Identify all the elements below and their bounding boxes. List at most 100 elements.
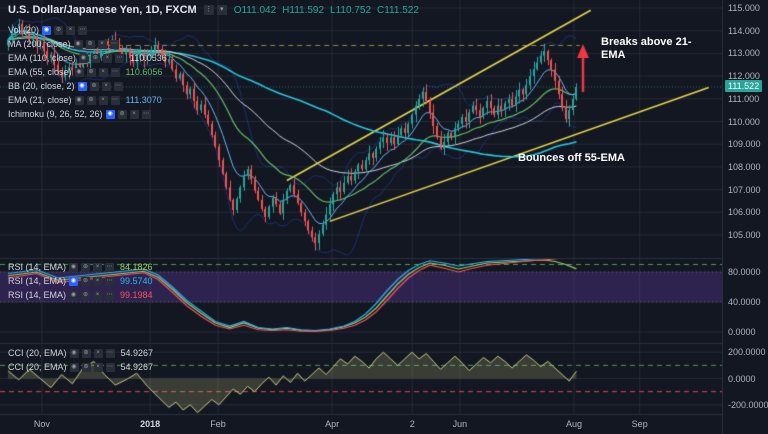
close-icon[interactable]: × bbox=[97, 39, 107, 49]
last-price-badge: 111.522 bbox=[725, 79, 763, 92]
gear-icon[interactable]: ⊛ bbox=[81, 348, 91, 358]
axis-tick-label: -200.0000 bbox=[728, 399, 768, 410]
gear-icon[interactable]: ⊛ bbox=[54, 25, 64, 35]
eye-icon[interactable]: ◉ bbox=[74, 95, 84, 105]
eye-icon[interactable]: ◉ bbox=[69, 276, 79, 286]
axis-tick-label: 109.000 bbox=[728, 139, 761, 150]
symbol-title[interactable]: U.S. Dollar/Japanese Yen, 1D, FXCM bbox=[8, 4, 197, 16]
legend-row: CCI (20, EMA) ◉ ⊛ × ⋯ 54.9267 bbox=[8, 361, 153, 373]
close-icon[interactable]: × bbox=[93, 290, 103, 300]
eye-icon[interactable]: ◉ bbox=[77, 81, 87, 91]
indicator-label[interactable]: MA (200, close) bbox=[8, 39, 71, 49]
time-tick-label: Aug bbox=[565, 419, 582, 429]
gear-icon[interactable]: ⊛ bbox=[81, 262, 91, 272]
more-icon[interactable]: ⋯ bbox=[78, 25, 88, 35]
close-icon[interactable]: × bbox=[101, 81, 111, 91]
axis-tick-label: 0.0000 bbox=[728, 327, 756, 337]
ohlc-o: O111.042 bbox=[233, 4, 277, 16]
gear-icon[interactable]: ⊛ bbox=[117, 109, 127, 119]
indicator-label[interactable]: Vol (20) bbox=[8, 25, 40, 35]
close-icon[interactable]: × bbox=[93, 362, 103, 372]
indicator-label[interactable]: BB (20, close, 2) bbox=[8, 81, 75, 91]
indicator-value: 111.3070 bbox=[125, 95, 162, 105]
time-tick-label: Feb bbox=[210, 419, 226, 429]
eye-icon[interactable]: ◉ bbox=[69, 262, 79, 272]
close-icon[interactable]: × bbox=[98, 67, 108, 77]
more-icon[interactable]: ⋯ bbox=[110, 67, 120, 77]
gear-icon[interactable]: ⊛ bbox=[89, 81, 99, 91]
close-icon[interactable]: × bbox=[102, 53, 112, 63]
ohlc-l: L110.752 bbox=[330, 4, 372, 16]
time-tick-label: 2 bbox=[409, 419, 415, 429]
close-icon[interactable]: × bbox=[93, 348, 103, 358]
indicator-value: 110.0536 bbox=[129, 53, 167, 63]
close-icon[interactable]: × bbox=[93, 276, 103, 286]
indicator-label[interactable]: RSI (14, EMA) bbox=[8, 276, 67, 286]
indicator-label[interactable]: CCI (20, EMA) bbox=[8, 362, 67, 372]
ohlc-h: H111.592 bbox=[282, 4, 325, 16]
close-icon[interactable]: × bbox=[129, 109, 139, 119]
gear-icon[interactable]: ⊛ bbox=[90, 53, 100, 63]
more-icon[interactable]: ⋯ bbox=[110, 95, 120, 105]
close-icon[interactable]: × bbox=[98, 95, 108, 105]
options-icon[interactable]: ⋮ bbox=[203, 5, 214, 15]
legend-row: Ichimoku (9, 26, 52, 26) ◉ ⊛ × ⋯ bbox=[8, 108, 167, 120]
gear-icon[interactable]: ⊛ bbox=[85, 39, 95, 49]
indicator-label[interactable]: RSI (14, EMA) bbox=[8, 262, 67, 272]
time-tick-label: Nov bbox=[33, 419, 50, 429]
eye-icon[interactable]: ◉ bbox=[74, 67, 84, 77]
axis-tick-label: 110.000 bbox=[728, 116, 760, 127]
eye-icon[interactable]: ◉ bbox=[69, 290, 79, 300]
indicator-label[interactable]: EMA (110, close) bbox=[8, 53, 76, 63]
dropdown-icon[interactable]: ▾ bbox=[216, 5, 227, 15]
time-axis[interactable]: Nov 2018 Feb Apr 2 Jun Aug Sep bbox=[0, 414, 722, 434]
annotation-bounces-off-55ema[interactable]: Bounces off 55-EMA bbox=[518, 152, 625, 164]
close-icon[interactable]: × bbox=[66, 25, 76, 35]
header-icons: ⋮ ▾ bbox=[203, 5, 227, 15]
more-icon[interactable]: ⋯ bbox=[141, 109, 151, 119]
gear-icon[interactable]: ⊛ bbox=[81, 276, 91, 286]
time-tick-label: Apr bbox=[325, 419, 340, 429]
more-icon[interactable]: ⋯ bbox=[105, 290, 115, 300]
axis-tick-label: 0.0000 bbox=[728, 373, 756, 384]
annotation-breaks-above-21ema[interactable]: Breaks above 21-EMA bbox=[601, 36, 692, 61]
gear-icon[interactable]: ⊛ bbox=[81, 290, 91, 300]
more-icon[interactable]: ⋯ bbox=[105, 276, 115, 286]
eye-icon[interactable]: ◉ bbox=[73, 39, 83, 49]
more-icon[interactable]: ⋯ bbox=[113, 81, 123, 91]
legend-row: BB (20, close, 2) ◉ ⊛ × ⋯ bbox=[8, 80, 167, 92]
gear-icon[interactable]: ⊛ bbox=[86, 67, 96, 77]
indicator-value: 110.6056 bbox=[125, 67, 163, 77]
gear-icon[interactable]: ⊛ bbox=[81, 362, 91, 372]
time-tick-label: Sep bbox=[631, 419, 648, 429]
more-icon[interactable]: ⋯ bbox=[105, 262, 115, 272]
legend-row: RSI (14, EMA) ◉ ⊛ × ⋯ 99.1984 bbox=[8, 289, 153, 301]
indicator-label[interactable]: EMA (55, close) bbox=[8, 67, 72, 77]
more-icon[interactable]: ⋯ bbox=[114, 53, 124, 63]
legend-row: RSI (14, EMA) ◉ ⊛ × ⋯ 99.5740 bbox=[8, 275, 153, 287]
indicator-label[interactable]: RSI (14, EMA) bbox=[8, 290, 67, 300]
eye-icon[interactable]: ◉ bbox=[78, 53, 88, 63]
gear-icon[interactable]: ⊛ bbox=[86, 95, 96, 105]
time-tick-label: 2018 bbox=[140, 419, 161, 429]
legend-row: EMA (55, close) ◉ ⊛ × ⋯ 110.6056 bbox=[8, 66, 167, 78]
eye-icon[interactable]: ◉ bbox=[69, 362, 79, 372]
axis-tick-label: 111.000 bbox=[728, 93, 760, 104]
indicator-label[interactable]: CCI (20, EMA) bbox=[8, 348, 67, 358]
ohlc-values: O111.042 H111.592 L110.752 C111.522 bbox=[234, 5, 419, 16]
axis-tick-label: 40.0000 bbox=[728, 297, 761, 307]
close-icon[interactable]: × bbox=[93, 262, 103, 272]
legend-row: EMA (21, close) ◉ ⊛ × ⋯ 111.3070 bbox=[8, 94, 167, 106]
more-icon[interactable]: ⋯ bbox=[109, 39, 119, 49]
eye-icon[interactable]: ◉ bbox=[69, 348, 79, 358]
more-icon[interactable]: ⋯ bbox=[105, 348, 115, 358]
more-icon[interactable]: ⋯ bbox=[105, 362, 115, 372]
indicator-label[interactable]: EMA (21, close) bbox=[8, 95, 72, 105]
legend-row: CCI (20, EMA) ◉ ⊛ × ⋯ 54.9267 bbox=[8, 347, 153, 359]
eye-icon[interactable]: ◉ bbox=[42, 25, 52, 35]
price-axis[interactable]: 111.522 115.000 114.000 113.000 112.000 111.… bbox=[722, 0, 768, 434]
indicator-label[interactable]: Ichimoku (9, 26, 52, 26) bbox=[8, 109, 103, 119]
eye-icon[interactable]: ◉ bbox=[105, 109, 115, 119]
